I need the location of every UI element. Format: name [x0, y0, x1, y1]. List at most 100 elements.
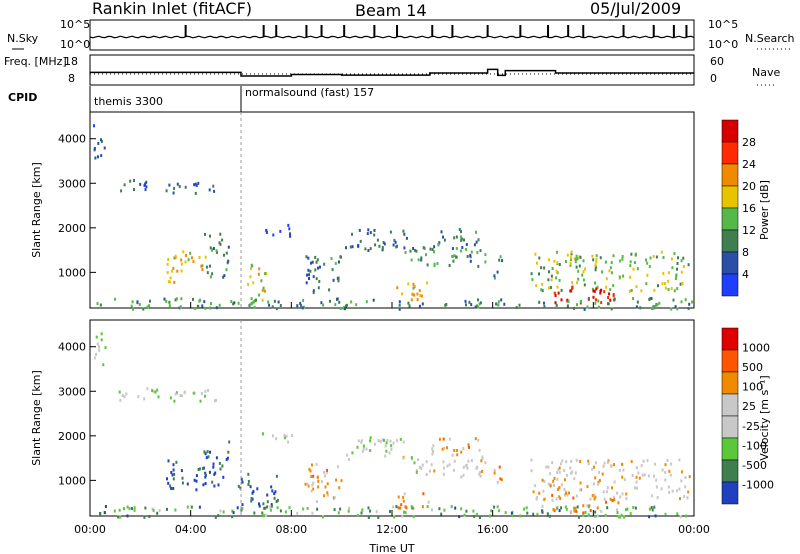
heatmap-cell — [540, 266, 543, 270]
heatmap-cell — [621, 255, 624, 258]
heatmap-cell — [168, 304, 171, 308]
heatmap-cell — [310, 261, 312, 265]
heatmap-cell — [211, 272, 214, 276]
heatmap-cell — [609, 298, 612, 302]
heatmap-cell — [119, 515, 122, 519]
heatmap-cell — [247, 483, 250, 486]
colorbar-segment — [721, 141, 739, 165]
heatmap-cell — [204, 306, 207, 310]
heatmap-cell — [589, 509, 592, 512]
heatmap-cell — [500, 298, 503, 302]
heatmap-cell — [94, 156, 97, 160]
heatmap-cell — [670, 286, 673, 290]
heatmap-cell — [554, 294, 557, 298]
heatmap-cell — [678, 458, 681, 462]
heatmap-cell — [479, 516, 481, 519]
heatmap-cell — [361, 508, 364, 512]
heatmap-cell — [144, 188, 147, 192]
heatmap-cell — [173, 472, 176, 476]
heatmap-cell — [215, 306, 218, 310]
heatmap-cell — [359, 239, 362, 243]
heatmap-cell — [604, 513, 607, 517]
heatmap-cell — [593, 289, 596, 293]
heatmap-cell — [477, 438, 480, 442]
heatmap-cell — [431, 447, 434, 451]
heatmap-cell — [413, 461, 416, 465]
heatmap-cell — [250, 497, 253, 500]
colorbar-segment — [721, 229, 739, 253]
heatmap-cell — [289, 232, 291, 236]
heatmap-cell — [381, 248, 384, 252]
heatmap-cell — [232, 511, 235, 515]
heatmap-cell — [201, 268, 204, 271]
heatmap-cell — [557, 488, 560, 491]
heatmap-cell — [451, 254, 454, 258]
heatmap-cell — [170, 471, 173, 474]
heatmap-cell — [204, 255, 207, 259]
heatmap-cell — [205, 473, 207, 477]
heatmap-cell — [668, 469, 671, 473]
heatmap-cell — [358, 228, 361, 232]
heatmap-cell — [420, 256, 423, 260]
heatmap-cell — [437, 242, 440, 246]
heatmap-cell — [356, 445, 359, 449]
heatmap-cell — [142, 307, 145, 311]
heatmap-cell — [553, 291, 556, 295]
heatmap-cell — [374, 243, 377, 247]
heatmap-cell — [419, 294, 422, 297]
heatmap-cell — [199, 298, 202, 302]
heatmap-cell — [441, 447, 444, 451]
heatmap-cell — [356, 513, 359, 517]
heatmap-cell — [210, 302, 212, 306]
heatmap-cell — [302, 507, 305, 511]
heatmap-cell — [232, 302, 235, 306]
heatmap-cell — [403, 232, 406, 236]
heatmap-cell — [384, 454, 387, 458]
power-colorbar-label: Power [dB] — [758, 180, 771, 240]
heatmap-cell — [145, 185, 148, 189]
heatmap-cell — [169, 396, 172, 400]
heatmap-cell — [100, 138, 102, 142]
heatmap-cell — [265, 231, 268, 234]
heatmap-cell — [566, 304, 569, 308]
heatmap-cell — [360, 440, 363, 444]
heatmap-cell — [333, 495, 336, 499]
heatmap-cell — [222, 275, 225, 279]
heatmap-cell — [574, 260, 577, 264]
heatmap-cell — [645, 258, 647, 262]
heatmap-cell — [221, 464, 224, 468]
heatmap-cell — [393, 515, 396, 519]
heatmap-cell — [102, 363, 105, 367]
heatmap-cell — [265, 513, 268, 517]
heatmap-cell — [401, 514, 404, 518]
heatmap-cell — [610, 307, 613, 311]
heatmap-cell — [367, 228, 370, 232]
heatmap-cell — [258, 502, 260, 506]
heatmap-cell — [541, 504, 544, 508]
heatmap-cell — [473, 243, 476, 247]
heatmap-cell — [635, 305, 638, 309]
heatmap-cell — [500, 478, 503, 482]
heatmap-cell — [212, 247, 215, 250]
heatmap-cell — [205, 265, 208, 269]
heatmap-cell — [608, 292, 611, 296]
heatmap-cell — [255, 298, 257, 302]
velocity-panel-frame — [89, 319, 695, 517]
heatmap-cell — [322, 515, 324, 519]
heatmap-cell — [653, 505, 656, 509]
heatmap-cell — [204, 482, 207, 485]
heatmap-cell — [450, 505, 453, 509]
heatmap-cell — [682, 256, 685, 260]
heatmap-cell — [653, 288, 656, 292]
velocity-colorbar-label: Velocity [m s⁻¹] — [758, 375, 771, 460]
heatmap-cell — [558, 486, 561, 490]
nave-label: Nave — [752, 66, 780, 79]
heatmap-cell — [312, 275, 315, 279]
heatmap-cell — [446, 464, 449, 468]
heatmap-cell — [385, 441, 388, 445]
heatmap-cell — [688, 475, 691, 479]
heatmap-cell — [239, 486, 242, 490]
heatmap-cell — [261, 511, 264, 515]
heatmap-cell — [148, 515, 151, 518]
heatmap-cell — [647, 474, 650, 478]
